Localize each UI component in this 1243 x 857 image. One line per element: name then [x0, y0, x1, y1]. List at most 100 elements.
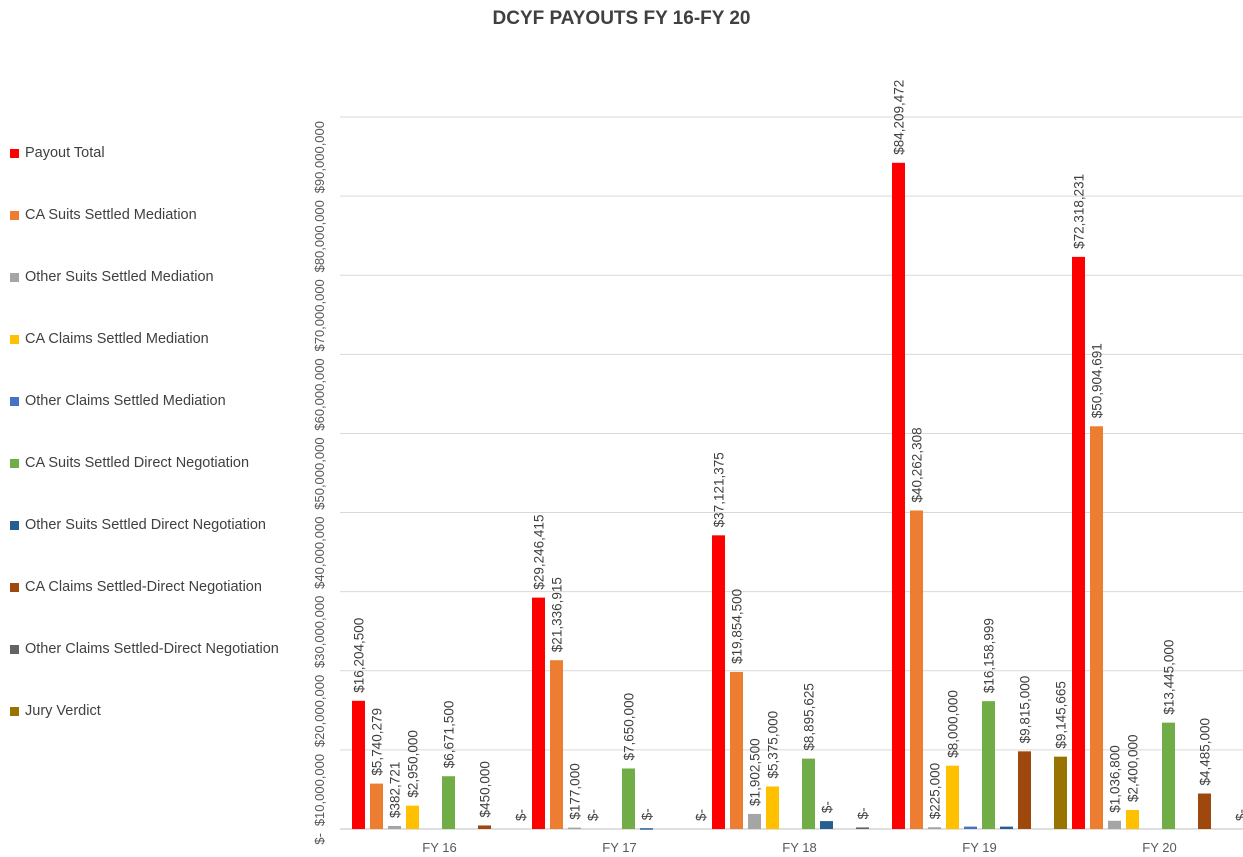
y-tick-label: $10,000,000: [312, 754, 327, 826]
data-label: $177,000: [568, 763, 583, 819]
data-label: $-: [640, 808, 655, 820]
bar: [928, 827, 941, 829]
y-tick-label: $20,000,000: [312, 675, 327, 747]
data-label: $2,950,000: [406, 730, 421, 798]
bar: [1018, 751, 1031, 829]
bar: [802, 758, 815, 829]
data-label: $37,121,375: [712, 452, 727, 527]
bar: [910, 510, 923, 829]
data-label: $7,650,000: [622, 693, 637, 761]
bar: [442, 776, 455, 829]
chart-title: DCYF PAYOUTS FY 16-FY 20: [492, 8, 751, 29]
data-label: $8,895,625: [802, 683, 817, 751]
legend-label: CA Claims Settled Mediation: [25, 331, 209, 347]
legend-label: CA Claims Settled-Direct Negotiation: [25, 579, 262, 595]
bar: [1198, 793, 1211, 829]
bar: [766, 786, 779, 829]
x-tick-label: FY 17: [602, 840, 636, 855]
bar: [478, 825, 491, 829]
x-tick-label: FY 20: [1142, 840, 1176, 855]
bar: [352, 700, 365, 829]
bar: [568, 827, 581, 830]
y-tick-label: $80,000,000: [312, 200, 327, 272]
bar: [1126, 810, 1139, 829]
bar: [946, 765, 959, 829]
data-label: $13,445,000: [1162, 640, 1177, 715]
bar: [640, 828, 653, 830]
data-label: $2,400,000: [1126, 734, 1141, 802]
bar: [388, 825, 401, 829]
bar: [1108, 820, 1121, 829]
legend-swatch: [10, 583, 19, 592]
bar: [982, 701, 995, 829]
data-label: $-: [856, 807, 871, 819]
bar: [892, 162, 905, 829]
y-tick-label: $50,000,000: [312, 437, 327, 509]
bar: [712, 535, 725, 829]
data-label: $5,740,279: [370, 708, 385, 776]
legend-label: Other Suits Settled Direct Negotiation: [25, 517, 266, 533]
x-tick-label: FY 18: [782, 840, 816, 855]
y-tick-label: $90,000,000: [312, 121, 327, 193]
legend-swatch: [10, 273, 19, 282]
bar: [730, 671, 743, 829]
bar: [370, 783, 383, 829]
bar: [406, 805, 419, 829]
data-label: $72,318,231: [1072, 174, 1087, 249]
y-tick-label: $60,000,000: [312, 358, 327, 430]
data-label: $-: [694, 809, 709, 821]
data-label: $1,036,800: [1108, 745, 1123, 813]
bar: [748, 813, 761, 829]
data-label: $16,158,999: [982, 618, 997, 693]
data-label: $225,000: [928, 763, 943, 819]
legend-swatch: [10, 397, 19, 406]
data-label: $-: [1234, 809, 1243, 821]
bar: [1000, 826, 1013, 829]
bar: [856, 827, 869, 829]
bar: [532, 597, 545, 829]
data-label: $19,854,500: [730, 589, 745, 664]
data-label: $382,721: [388, 762, 403, 818]
legend-label: Other Claims Settled-Direct Negotiation: [25, 641, 279, 657]
data-label: $450,000: [478, 761, 493, 817]
data-label: $29,246,415: [532, 515, 547, 590]
x-tick-label: FY 16: [422, 840, 456, 855]
y-tick-label: $-: [312, 833, 327, 845]
legend-swatch: [10, 335, 19, 344]
legend-swatch: [10, 645, 19, 654]
data-label: $8,000,000: [946, 690, 961, 758]
data-label: $9,145,665: [1054, 681, 1069, 749]
data-label: $50,904,691: [1090, 343, 1105, 418]
legend-label: CA Suits Settled Mediation: [25, 207, 197, 223]
data-label: $-: [820, 801, 835, 813]
bar: [622, 768, 635, 829]
bar: [1162, 722, 1175, 829]
bar: [1090, 426, 1103, 829]
legend-label: Other Suits Settled Mediation: [25, 269, 214, 285]
data-label: $84,209,472: [892, 80, 907, 155]
bar: [550, 660, 563, 829]
data-label: $21,336,915: [550, 577, 565, 652]
y-tick-label: $30,000,000: [312, 596, 327, 668]
legend-swatch: [10, 211, 19, 220]
legend-label: Other Claims Settled Mediation: [25, 393, 226, 409]
legend-label: Jury Verdict: [25, 703, 101, 719]
data-label: $5,375,000: [766, 711, 781, 779]
y-tick-label: $70,000,000: [312, 279, 327, 351]
data-label: $9,815,000: [1018, 676, 1033, 744]
data-label: $-: [586, 809, 601, 821]
y-tick-label: $40,000,000: [312, 517, 327, 589]
data-label: $1,902,500: [748, 738, 763, 806]
legend-swatch: [10, 521, 19, 530]
bar: [964, 826, 977, 829]
data-label: $-: [514, 809, 529, 821]
bar: [1054, 756, 1067, 829]
bar: [1072, 256, 1085, 829]
bar: [820, 821, 833, 829]
legend-label: Payout Total: [25, 145, 105, 161]
data-label: $16,204,500: [352, 618, 367, 693]
data-label: $6,671,500: [442, 701, 457, 769]
data-label: $40,262,308: [910, 427, 925, 502]
legend-swatch: [10, 149, 19, 158]
data-label: $4,485,000: [1198, 718, 1213, 786]
